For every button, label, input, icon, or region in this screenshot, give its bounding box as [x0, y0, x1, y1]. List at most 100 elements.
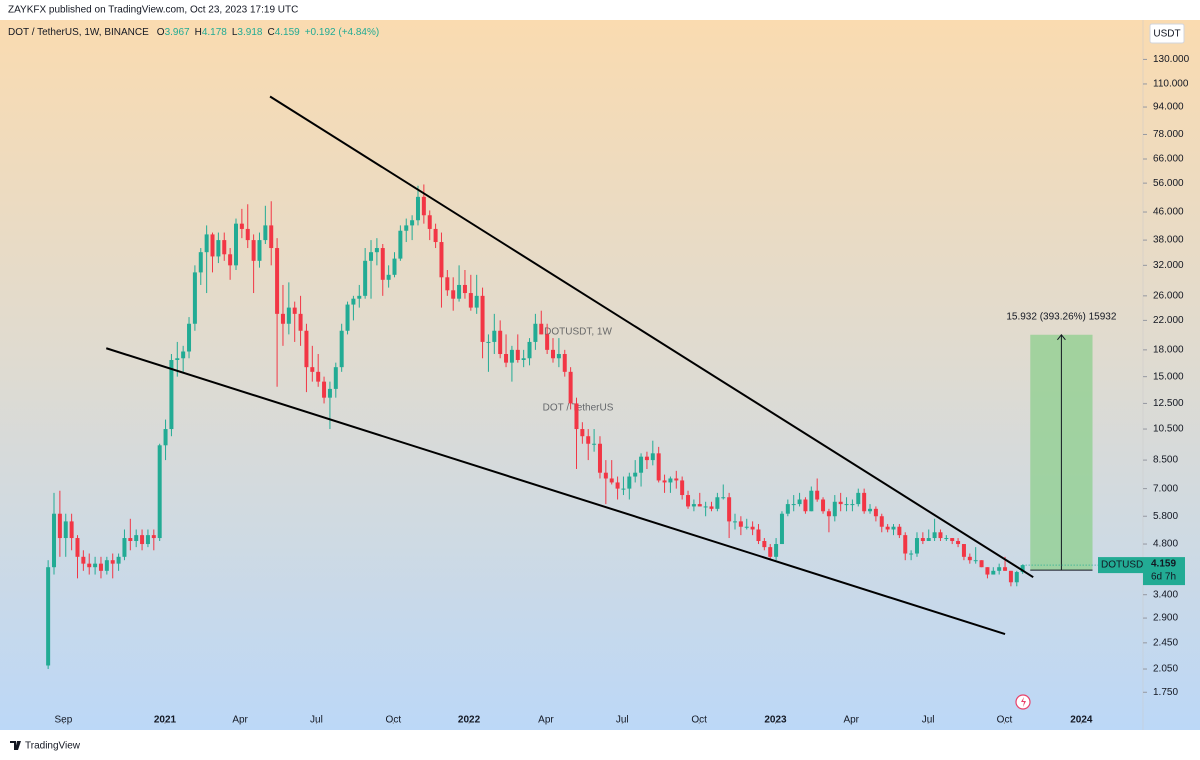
- legend-ohlc-label: O: [157, 27, 165, 38]
- candle-body: [257, 240, 262, 261]
- candle-body: [903, 535, 908, 554]
- candle-body: [316, 371, 321, 382]
- candle-body: [163, 429, 168, 446]
- candle-body: [145, 535, 150, 545]
- y-tick-label: 8.500: [1153, 455, 1178, 466]
- candle-body: [386, 274, 391, 280]
- candle-body: [709, 506, 714, 509]
- y-tick-label: 12.500: [1153, 398, 1184, 409]
- y-tick-label: 18.000: [1153, 345, 1184, 356]
- legend-ohlc-value: 4.159: [275, 27, 300, 38]
- candle-body: [116, 556, 121, 564]
- candle-body: [345, 304, 350, 331]
- candle-body: [192, 272, 197, 324]
- candle-body: [850, 504, 855, 506]
- x-tick-label: Apr: [232, 715, 248, 726]
- candle-body: [873, 508, 878, 517]
- candle-body: [63, 521, 68, 539]
- tv-logo: [10, 741, 21, 750]
- candle-body: [480, 295, 485, 342]
- x-tick-label: Jul: [616, 715, 629, 726]
- candle-body: [732, 521, 737, 523]
- candle-body: [768, 547, 773, 557]
- candle-body: [574, 403, 579, 430]
- candle-body: [369, 252, 374, 261]
- candle-body: [93, 563, 98, 568]
- candle-body: [668, 478, 673, 483]
- x-tick-label: Apr: [843, 715, 859, 726]
- candle-body: [779, 513, 784, 545]
- candle-body: [633, 472, 638, 477]
- candle-body: [721, 497, 726, 499]
- y-tick-label: 2.050: [1153, 664, 1178, 675]
- candle-body: [216, 240, 221, 257]
- candle-body: [586, 436, 591, 444]
- candle-body: [639, 456, 644, 473]
- candle-body: [245, 228, 250, 241]
- y-tick-label: 15.000: [1153, 371, 1184, 382]
- y-tick-label: 110.000: [1153, 79, 1189, 90]
- candle-body: [486, 341, 491, 343]
- candle-body: [498, 330, 503, 355]
- candle-body: [515, 349, 520, 360]
- candle-body: [662, 480, 667, 483]
- candle-body: [351, 298, 356, 305]
- candle-body: [415, 196, 420, 221]
- candle-body: [909, 553, 914, 555]
- candle-body: [891, 526, 896, 530]
- candle-body: [439, 242, 444, 278]
- candle-body: [198, 252, 203, 273]
- y-tick-label: 2.450: [1153, 637, 1178, 648]
- y-tick-label: 5.800: [1153, 511, 1178, 522]
- candle-body: [967, 556, 972, 561]
- candle-body: [181, 351, 186, 359]
- candle-body: [69, 521, 74, 539]
- candle-body: [956, 541, 961, 545]
- x-tick-label: 2022: [458, 715, 481, 726]
- candle-body: [52, 513, 57, 568]
- measure-label: 15.932 (393.26%) 15932: [1006, 311, 1117, 322]
- candle-body: [985, 567, 990, 575]
- x-tick-label: 2024: [1070, 715, 1093, 726]
- candle-body: [809, 490, 814, 512]
- candle-body: [357, 295, 362, 299]
- candle-body: [392, 258, 397, 275]
- watermark-title: DOTUSDT, 1W: [544, 327, 612, 338]
- currency-box: [1149, 23, 1185, 44]
- candle-body: [1020, 565, 1025, 573]
- candle-body: [98, 563, 103, 571]
- candle-body: [785, 504, 790, 514]
- candle-body: [603, 472, 608, 479]
- plot-background: [0, 20, 1200, 730]
- candle-body: [286, 307, 291, 324]
- candle-body: [926, 538, 931, 542]
- legend: DOT / TetherUS, 1W, BINANCE O3.967 H4.178 L…: [8, 27, 379, 38]
- last-price-countdown: 6d 7h: [1151, 572, 1176, 583]
- candle-body: [457, 284, 462, 299]
- candle-body: [504, 354, 509, 363]
- candle-body: [404, 225, 409, 231]
- alert-icon: [1015, 694, 1031, 710]
- candle-body: [697, 504, 702, 507]
- candle-body: [210, 234, 215, 257]
- candle-body: [410, 220, 415, 226]
- candle-body: [703, 506, 708, 508]
- candle-body: [222, 240, 227, 255]
- candle-body: [932, 532, 937, 539]
- candle-body: [128, 538, 133, 542]
- candle-body: [187, 323, 192, 352]
- x-tick-label: 2023: [764, 715, 787, 726]
- candle-body: [421, 196, 426, 216]
- candle-body: [609, 478, 614, 483]
- last-price-symbol-box: [1098, 557, 1143, 574]
- x-tick-label: Jul: [310, 715, 323, 726]
- candle-body: [233, 223, 238, 266]
- candle-body: [562, 354, 567, 372]
- candle-body: [310, 367, 315, 372]
- candle-body: [973, 560, 978, 562]
- y-tick-label: 46.000: [1153, 207, 1184, 218]
- candle-body: [363, 260, 368, 296]
- candle-body: [298, 313, 303, 331]
- candle-body: [462, 284, 467, 294]
- candle-body: [228, 254, 233, 266]
